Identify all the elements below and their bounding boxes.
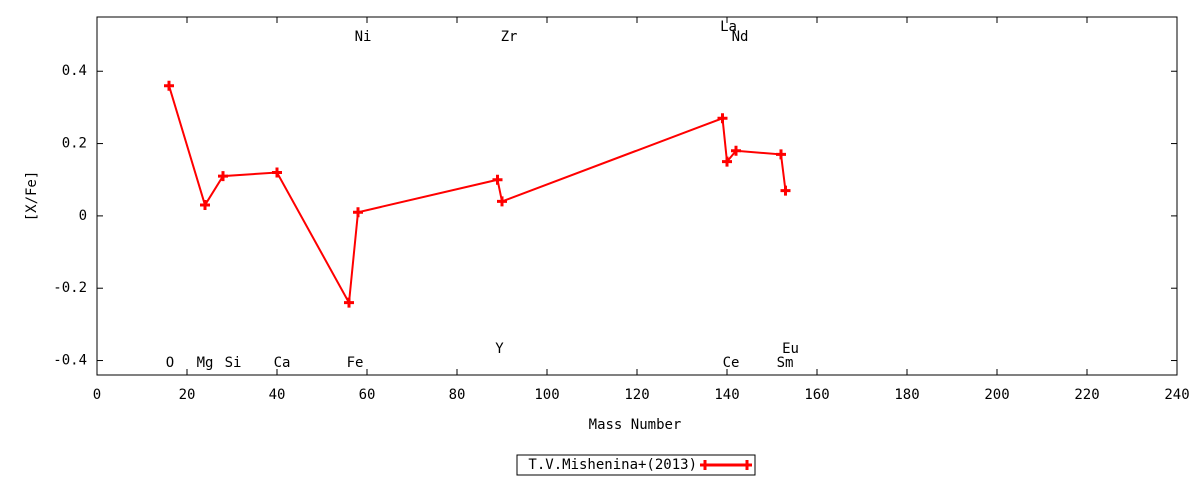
data-point: [497, 196, 507, 207]
element-label: Eu: [782, 341, 799, 357]
legend-marker: [742, 460, 752, 470]
plot-frame: [96, 16, 1178, 376]
data-point: [353, 207, 363, 218]
x-tick-label: 40: [269, 387, 286, 403]
x-tick-label: 120: [624, 387, 649, 403]
x-tick-label: 0: [93, 387, 101, 403]
y-tick-label: -0.2: [53, 280, 87, 296]
x-tick-label: 240: [1164, 387, 1189, 403]
data-point: [722, 156, 732, 167]
legend-box: [516, 454, 756, 476]
data-point: [492, 174, 503, 185]
x-tick-label: 20: [179, 387, 196, 403]
element-label: La: [720, 19, 737, 35]
x-tick-label: 220: [1074, 387, 1099, 403]
x-axis-label: Mass Number: [589, 417, 682, 433]
data-point: [218, 171, 228, 182]
x-tick-label: 180: [894, 387, 919, 403]
data-point: [200, 200, 210, 211]
y-axis-label: [X/Fe]: [24, 171, 40, 222]
data-point: [272, 167, 282, 178]
element-label: Ce: [723, 355, 740, 371]
y-tick-label: 0.4: [62, 63, 87, 79]
y-tick-label: 0.2: [62, 136, 87, 152]
series-line: [168, 85, 787, 306]
data-point: [780, 185, 791, 196]
element-label: Zr: [501, 29, 518, 45]
x-tick-label: 60: [359, 387, 376, 403]
legend-label: T.V.Mishenina+(2013): [528, 457, 697, 473]
element-label: Sm: [777, 355, 794, 371]
x-tick-label: 140: [714, 387, 739, 403]
y-tick-label: -0.4: [53, 353, 87, 369]
data-point: [731, 145, 741, 156]
element-label: O: [166, 355, 174, 371]
legend-marker: [700, 460, 710, 470]
data-point: [776, 149, 786, 160]
x-tick-label: 100: [534, 387, 559, 403]
element-label: Si: [225, 355, 242, 371]
element-label: Ca: [274, 355, 291, 371]
x-tick-label: 160: [804, 387, 829, 403]
element-label: Mg: [197, 355, 214, 371]
element-label: Nd: [732, 29, 749, 45]
y-tick-label: 0: [79, 208, 87, 224]
element-label: Fe: [347, 355, 364, 371]
data-point: [717, 113, 728, 124]
element-label: Ni: [355, 29, 372, 45]
data-point: [344, 297, 354, 308]
element-label: Y: [495, 341, 504, 357]
data-point: [164, 80, 174, 91]
x-tick-label: 80: [449, 387, 466, 403]
x-tick-label: 200: [984, 387, 1009, 403]
